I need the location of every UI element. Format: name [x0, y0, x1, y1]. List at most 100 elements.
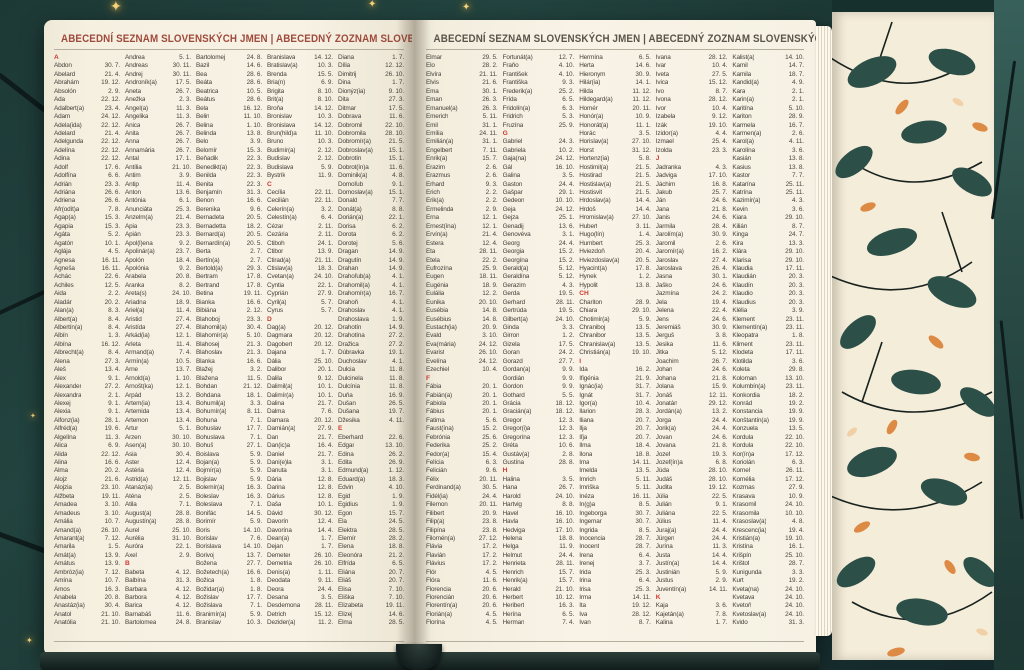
- name-label: Kalist(a): [732, 54, 755, 61]
- name-label: Apol(l)ena: [125, 239, 153, 247]
- date-label: 22. 11.: [314, 189, 333, 196]
- name-day-entry: Ermelinda 2. 9.: [426, 206, 498, 214]
- date-label: 25. 3.: [635, 585, 651, 593]
- name-label: Elizabeta: [338, 602, 363, 610]
- date-label: 25. 9.: [558, 121, 575, 129]
- date-label: 19. 10.: [631, 349, 651, 357]
- name-day-entry: Hostirad 21. 5.: [579, 172, 651, 180]
- date-label: 24. 4.: [482, 492, 498, 500]
- name-day-entry: Edina 26. 2.: [338, 451, 404, 459]
- name-label: Jovana: [655, 442, 676, 450]
- name-label: Klarisa: [732, 256, 751, 264]
- date-label: 6. 3.: [485, 459, 498, 466]
- name-label: Dobromír(a): [338, 138, 371, 146]
- date-label: 1. 7.: [321, 349, 333, 357]
- date-label: 7. 4.: [179, 349, 191, 357]
- date-label: 30. 10.: [172, 433, 191, 441]
- name-label: Justín(a): [655, 560, 680, 568]
- date-label: 31. 7.: [635, 383, 651, 391]
- name-label: Alan(a): [54, 307, 74, 315]
- name-label: Flávius: [426, 560, 446, 568]
- date-label: 20. 2.: [104, 298, 120, 306]
- name-label: Afr(odít)a: [54, 205, 80, 213]
- name-label: Kor(ín)a: [732, 450, 755, 458]
- name-day-entry: Arpád 13. 2.: [125, 392, 191, 400]
- date-label: 30. 7.: [104, 62, 120, 70]
- name-label: Adela(ida): [54, 121, 82, 129]
- name-day-entry: Cyrus 5. 7.: [267, 307, 333, 315]
- name-label: Drahotín: [338, 324, 362, 331]
- name-day-entry: Borislava 14. 10.: [196, 543, 262, 551]
- name-label: Imrich: [579, 475, 596, 483]
- date-label: 12. 3.: [558, 433, 575, 441]
- name-day-entry: Arkád(ia) 12. 1.: [125, 332, 191, 340]
- name-label: Auróra: [125, 543, 144, 551]
- date-label: 2. 9.: [715, 577, 728, 585]
- date-label: 14. 11.: [632, 594, 651, 601]
- name-label: Eliána: [338, 568, 355, 576]
- name-day-entry: Frída 6. 5.: [503, 96, 575, 104]
- name-day-entry: Klementín(a) 23. 11.: [732, 324, 804, 332]
- name-day-entry: Flóra 11. 6.: [426, 577, 498, 585]
- name-label: Iľja: [579, 433, 588, 441]
- name-label: Imelda: [579, 467, 598, 475]
- date-label: 24. 2.: [558, 349, 575, 357]
- name-day-entry: Johana 21. 8.: [656, 375, 728, 383]
- date-label: 4. 5.: [485, 610, 498, 618]
- name-day-entry: Enrik(a) 15. 7.: [426, 155, 498, 163]
- name-label: Kevin: [732, 205, 748, 213]
- name-day-entry: Dobrot(ín)a 11. 6.: [338, 164, 404, 172]
- name-day-entry: Irma 14. 11.: [579, 594, 651, 602]
- name-day-entry: Jaroslava 26. 4.: [656, 265, 728, 273]
- date-label: 24. 10.: [314, 273, 333, 281]
- date-label: 28. 5.: [388, 526, 404, 534]
- date-label: 11. 6.: [389, 163, 404, 171]
- name-day-entry: Anastáz(ia) 30. 4.: [54, 602, 120, 610]
- date-label: 7. 12.: [104, 568, 120, 576]
- name-day-entry: Kurt 19. 2.: [732, 577, 804, 585]
- name-label: Florencia: [426, 585, 451, 593]
- name-day-entry: Hedviga 17. 10.: [503, 527, 575, 535]
- name-label: Elvis: [426, 79, 439, 87]
- date-label: 28. 11.: [555, 560, 575, 568]
- date-label: 6. 1.: [179, 197, 191, 205]
- date-label: 25. 11.: [785, 189, 804, 196]
- name-label: Bernardín(a): [196, 239, 231, 247]
- name-day-entry: Adam 24. 12.: [54, 113, 120, 121]
- name-label: Harold: [502, 492, 521, 500]
- name-label: Jordán(a): [655, 408, 682, 416]
- name-day-entry: Izmael 25. 4.: [656, 138, 728, 146]
- name-day-entry: Ingemar 30. 7.: [579, 518, 651, 526]
- date-label: 2. 1.: [792, 87, 804, 95]
- date-label: 10. 3.: [317, 138, 333, 146]
- name-day-entry: Bojmír(a) 5. 9.: [196, 467, 262, 475]
- name-day-entry: Amadea 3. 10.: [54, 501, 120, 509]
- name-day-entry: Hana 26. 7.: [503, 484, 575, 492]
- name-label: Bibiána: [196, 307, 217, 315]
- name-label: Blažena: [196, 374, 219, 382]
- name-label: Galina: [502, 172, 521, 180]
- date-label: 15. 1.: [388, 146, 404, 154]
- name-label: Chiara: [579, 307, 598, 315]
- name-label: Belin: [196, 113, 210, 121]
- name-label: Gordián: [502, 374, 525, 382]
- name-day-entry: Albrecht(a) 8. 4.: [54, 349, 120, 357]
- name-label: Juventín(a): [655, 585, 687, 593]
- name-day-entry: Babeta 4. 12.: [125, 569, 191, 577]
- date-label: 8. 7.: [638, 619, 651, 627]
- date-label: 19. 3.: [711, 450, 728, 458]
- name-day-entry: Blahoboj 23. 3.: [196, 316, 262, 324]
- name-day-entry: Bartolomej 24. 8.: [196, 54, 262, 62]
- name-label: Ermelinda: [426, 205, 454, 213]
- name-label: Gordon: [502, 383, 524, 391]
- date-label: 13. 6.: [558, 222, 575, 230]
- date-label: 12. 3.: [558, 416, 575, 424]
- name-label: Joachim: [655, 357, 679, 365]
- date-label: 2. 12.: [246, 307, 262, 315]
- name-day-entry: Denis(a) 1. 11.: [267, 569, 333, 577]
- name-day-entry: Andrea 5. 1.: [125, 54, 191, 62]
- name-day-entry: Jorga 24. 4.: [656, 417, 728, 425]
- name-day-entry: Gordon 9. 9.: [503, 383, 575, 391]
- name-label: Jadranka: [655, 163, 681, 171]
- name-day-entry: Konzuela 13. 5.: [732, 425, 804, 433]
